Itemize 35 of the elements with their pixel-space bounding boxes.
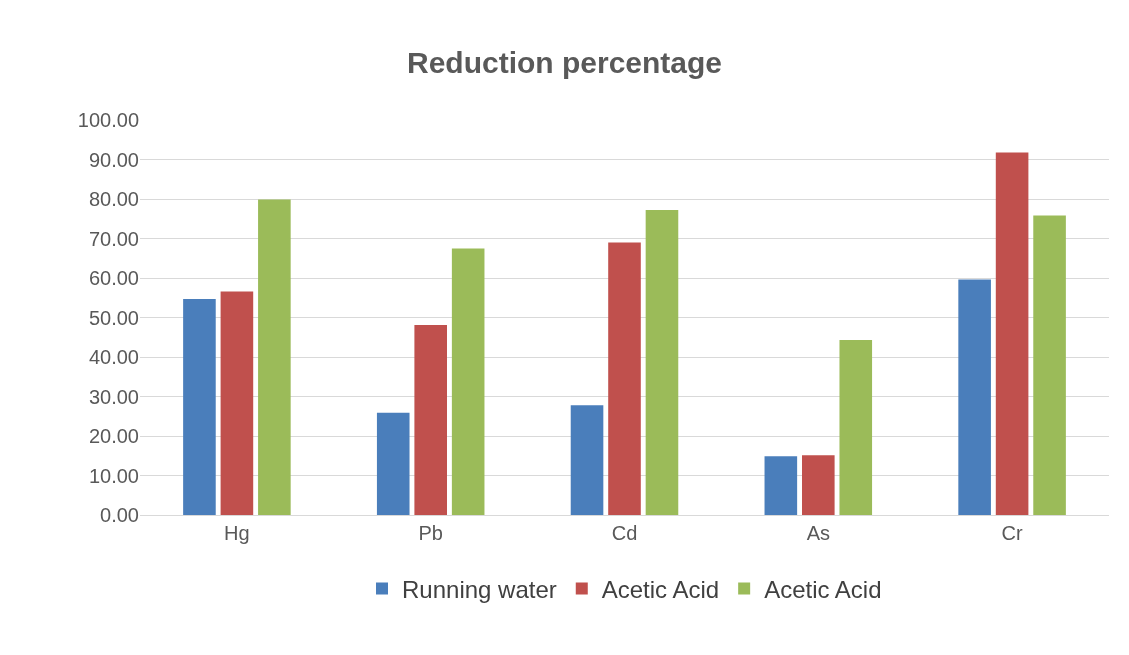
bar xyxy=(1033,215,1066,515)
chart-title: Reduction percentage xyxy=(406,46,723,80)
bar xyxy=(220,291,254,515)
bar xyxy=(376,412,410,515)
bar xyxy=(258,199,291,515)
y-tick-label: 90.00 xyxy=(88,148,139,171)
x-tick-label: Cr xyxy=(1001,522,1023,544)
y-tick-label: 20.00 xyxy=(88,425,139,447)
y-tick-label: 50.00 xyxy=(88,306,139,329)
y-tick-label: 0.00 xyxy=(100,504,139,526)
bar xyxy=(570,405,604,515)
y-tick-label: 100.00 xyxy=(77,109,139,131)
y-tick-label: 70.00 xyxy=(88,227,139,250)
bar xyxy=(414,325,447,515)
bar xyxy=(995,152,1029,515)
bar xyxy=(608,242,641,515)
y-tick-label: 30.00 xyxy=(88,385,139,408)
bar xyxy=(839,340,873,515)
x-tick-label: As xyxy=(806,522,830,544)
bar xyxy=(183,298,216,515)
bar xyxy=(802,455,835,515)
bar xyxy=(958,279,991,515)
legend-label: Acetic Acid xyxy=(764,575,882,603)
legend-label: Acetic Acid xyxy=(601,575,720,603)
x-tick-label: Hg xyxy=(224,522,250,544)
x-tick-label: Cd xyxy=(611,522,638,544)
y-tick-label: 10.00 xyxy=(88,464,139,487)
legend-label: Running water xyxy=(402,575,557,603)
x-tick-label: Pb xyxy=(418,522,443,544)
y-tick-label: 80.00 xyxy=(88,188,139,210)
y-tick-label: 40.00 xyxy=(88,346,139,368)
bar xyxy=(645,210,679,515)
bar xyxy=(764,456,798,515)
y-tick-label: 60.00 xyxy=(88,267,139,289)
bar xyxy=(451,248,485,515)
